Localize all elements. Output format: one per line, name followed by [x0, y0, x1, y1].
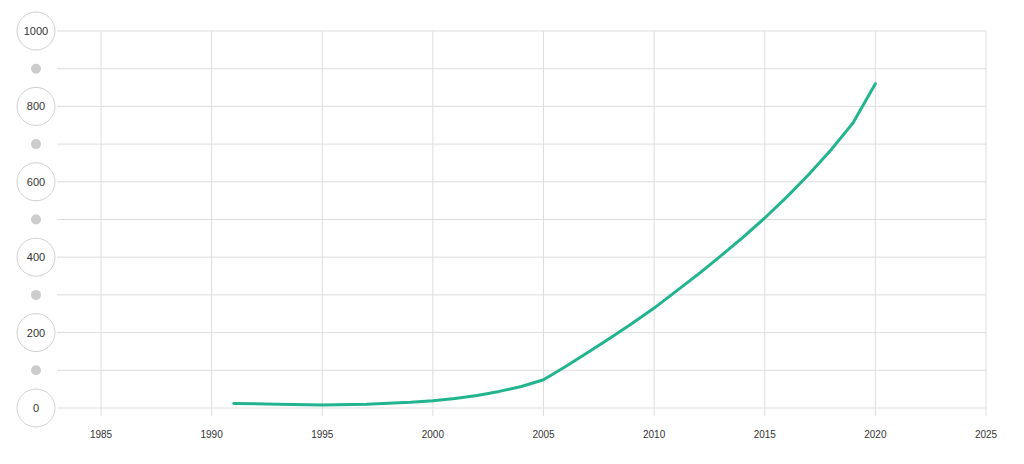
y-minor-tick-dot — [31, 139, 41, 149]
y-grid-line — [57, 408, 986, 409]
y-tick-label: 0 — [33, 402, 39, 414]
y-tick-label: 1000 — [24, 25, 48, 37]
chart: 1985 1990 1995 2000 2005 2010 2015 2020 2025 0 200… — [0, 0, 1024, 464]
x-tick-label: 1995 — [311, 429, 334, 440]
x-grid-line — [211, 31, 212, 416]
x-grid-line — [875, 31, 876, 416]
y-tick-label: 600 — [27, 176, 45, 188]
y-tick-circle — [17, 12, 55, 50]
x-tick-label: 2015 — [754, 429, 777, 440]
x-tick-label: 1985 — [90, 429, 113, 440]
x-grid-line — [543, 31, 544, 416]
y-minor-tick-dot — [31, 64, 41, 74]
y-grid-line — [57, 181, 986, 182]
y-tick-circle — [17, 314, 55, 352]
y-minor-grid-line — [57, 219, 986, 220]
y-tick-label: 400 — [27, 251, 45, 263]
y-minor-tick-dot — [31, 290, 41, 300]
x-tick-label: 2000 — [422, 429, 445, 440]
y-tick-label: 800 — [27, 100, 45, 112]
y-tick-circle — [17, 389, 55, 427]
y-tick-circle — [17, 87, 55, 125]
y-grid-line — [57, 31, 986, 32]
y-grid-line — [57, 106, 986, 107]
x-grid-line — [101, 31, 102, 416]
y-minor-grid-line — [57, 370, 986, 371]
x-grid-line — [986, 31, 987, 416]
x-grid-line — [764, 31, 765, 416]
x-tick-label: 2025 — [975, 429, 998, 440]
y-minor-grid-line — [57, 294, 986, 295]
y-grid-line — [57, 332, 986, 333]
x-tick-label: 2010 — [643, 429, 666, 440]
y-minor-grid-line — [57, 144, 986, 145]
plot-area — [234, 84, 876, 405]
x-grid-line — [432, 31, 433, 416]
y-minor-tick-dot — [31, 365, 41, 375]
y-tick-circle — [17, 238, 55, 276]
data-line — [234, 84, 876, 405]
y-minor-grid-line — [57, 68, 986, 69]
x-tick-label: 1990 — [201, 429, 224, 440]
x-tick-label: 2005 — [532, 429, 555, 440]
axes: 1985 1990 1995 2000 2005 2010 2015 2020 2025 0 200… — [17, 12, 998, 440]
x-grid-line — [322, 31, 323, 416]
y-minor-tick-dot — [31, 215, 41, 225]
grid — [57, 31, 986, 416]
y-tick-label: 200 — [27, 327, 45, 339]
x-tick-label: 2020 — [864, 429, 887, 440]
y-grid-line — [57, 257, 986, 258]
y-tick-circle — [17, 163, 55, 201]
x-grid-line — [654, 31, 655, 416]
